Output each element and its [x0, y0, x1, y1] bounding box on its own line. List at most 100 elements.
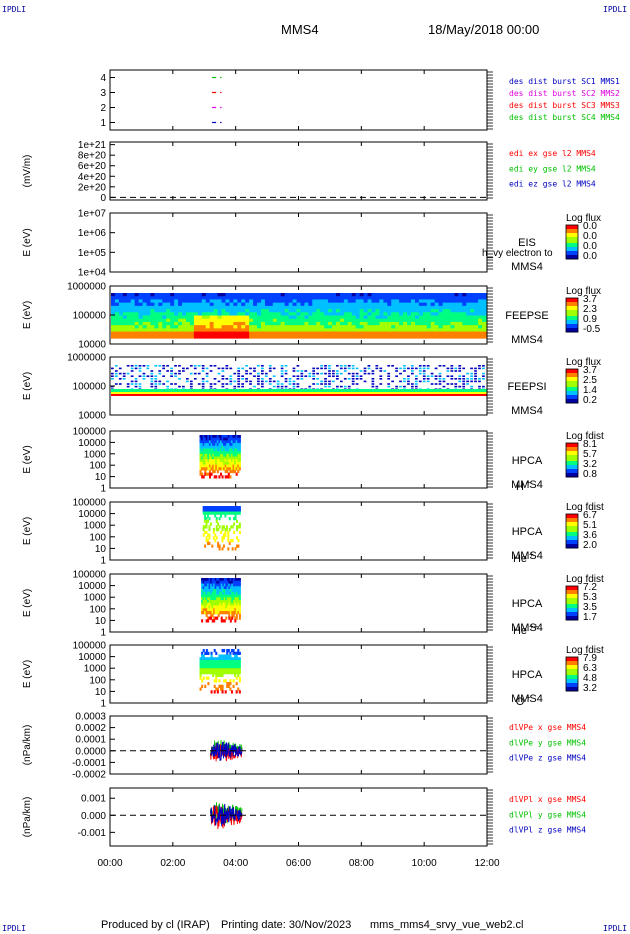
colorbar-cell-eis — [566, 229, 578, 232]
spectrogram-cell-feepsi — [466, 372, 469, 375]
spectrogram-cell-hpca_he — [225, 506, 228, 510]
spectrogram-cell-feepse — [418, 318, 424, 323]
footer-produced-by: Produced by cl (IRAP) — [101, 919, 210, 931]
spectrogram-cell-hpca_hepp — [201, 578, 204, 582]
spectrogram-cell-hpca_h — [218, 467, 221, 471]
spectrogram-cell-hpca_o — [204, 657, 207, 661]
spectrogram-cell-hpca_h — [205, 453, 208, 457]
instrument-spacecraft-hpca_hepp: MMS4 — [511, 622, 543, 634]
spectrogram-cell-feepse — [422, 293, 428, 297]
spectrogram-cell-feepsi — [438, 380, 442, 383]
spectrogram-cell-feepsi — [446, 392, 452, 394]
spectrogram-cell-hpca_hepp — [208, 578, 211, 582]
spectrogram-cell-feepsi — [450, 394, 456, 396]
spectrogram-cell-feepsi — [178, 372, 181, 375]
spectrogram-cell-feepsi — [300, 370, 304, 372]
spectrogram-cell-feepse — [482, 318, 487, 323]
spectrogram-cell-feepse — [367, 334, 373, 339]
spectrogram-cell-hpca_hepp — [235, 578, 238, 582]
spectrogram-cell-feepse — [411, 312, 416, 317]
spectrogram-cell-feepse — [272, 328, 278, 333]
spectrogram-cell-feepsi — [450, 367, 454, 370]
corner-tag-top-right: IPDLI — [603, 5, 628, 14]
spectrogram-cell-feepsi — [300, 389, 306, 392]
spectrogram-cell-feepse — [182, 312, 187, 317]
spectrogram-cell-feepse — [414, 293, 420, 297]
spectrogram-cell-feepse — [253, 312, 258, 317]
spectrogram-cell-hpca_h — [199, 445, 202, 449]
spectrogram-cell-hpca_o — [218, 657, 221, 661]
spectrogram-cell-feepse — [292, 318, 298, 323]
spectrogram-cell-hpca_h — [205, 451, 208, 455]
spectrogram-cell-feepsi — [257, 378, 260, 380]
spectrogram-cell-feepse — [118, 328, 124, 333]
spectrogram-cell-hpca_h — [227, 448, 230, 452]
spectrogram-cell-hpca_o — [219, 654, 223, 658]
colorbar-cell-feepsi — [566, 393, 578, 396]
spectrogram-cell-feepse — [253, 321, 258, 326]
spectrogram-cell-feepse — [328, 293, 333, 297]
spectrogram-cell-hpca_hepp — [202, 594, 205, 598]
spectrogram-cell-hpca_hepp — [202, 580, 205, 584]
spectrogram-cell-feepse — [399, 318, 404, 323]
spectrogram-cell-feepse — [201, 328, 207, 333]
spectrogram-cell-feepse — [320, 309, 325, 313]
spectrogram-cell-hpca_hepp — [235, 611, 238, 615]
spectrogram-cell-hpca_hepp — [214, 580, 217, 584]
spectrogram-cell-feepsi — [379, 394, 384, 396]
spectrogram-cell-feepsi — [343, 389, 349, 392]
y-tick-label-burst: 4 — [100, 73, 106, 84]
spectrogram-cell-feepse — [482, 334, 487, 339]
spectrogram-cell-hpca_hepp — [231, 616, 234, 620]
spectrogram-cell-feepse — [434, 315, 440, 320]
spectrogram-cell-feepsi — [162, 367, 166, 370]
spectrogram-cell-feepsi — [261, 378, 264, 380]
spectrogram-cell-feepse — [363, 315, 369, 320]
spectrogram-cell-hpca_hepp — [234, 611, 237, 615]
spectrogram-cell-hpca_o — [201, 671, 204, 675]
spectrogram-cell-hpca_h — [215, 456, 218, 460]
spectrogram-cell-feepsi — [233, 385, 237, 388]
spectrogram-cell-feepsi — [399, 389, 404, 392]
spectrogram-cell-hpca_h — [204, 469, 207, 474]
spectrogram-cell-hpca_hepp — [207, 602, 210, 606]
spectrogram-cell-hpca_h — [201, 435, 204, 439]
spectrogram-cell-hpca_h — [202, 448, 205, 452]
spectrogram-cell-feepse — [391, 305, 396, 310]
spectrogram-cell-feepsi — [482, 367, 485, 370]
spectrogram-cell-feepsi — [320, 392, 325, 394]
spectrogram-cell-feepse — [304, 302, 309, 307]
spectrogram-cell-hpca_h — [201, 445, 204, 449]
spectrogram-cell-feepse — [414, 318, 420, 323]
spectrogram-cell-feepsi — [284, 370, 288, 372]
spectrogram-cell-feepse — [332, 325, 337, 329]
spectrogram-cell-hpca_o — [201, 668, 204, 672]
spectrogram-cell-hpca_hepp — [208, 591, 211, 595]
spectrogram-cell-feepsi — [178, 365, 181, 367]
spectrogram-cell-feepse — [162, 305, 167, 310]
colorbar-cell-hpca_hepp — [566, 604, 578, 607]
spectrogram-cell-hpca_hepp — [238, 602, 241, 606]
spectrogram-cell-hpca_h — [226, 443, 229, 447]
spectrogram-cell-feepsi — [225, 392, 231, 394]
spectrogram-cell-hpca_hepp — [237, 597, 240, 601]
spectrogram-cell-feepse — [411, 331, 416, 336]
spectrogram-cell-feepse — [276, 318, 282, 323]
spectrogram-cell-feepsi — [296, 394, 302, 396]
spectrogram-cell-feepse — [126, 315, 132, 320]
spectrogram-cell-feepsi — [351, 375, 355, 377]
spectrogram-cell-hpca_hepp — [207, 619, 210, 623]
spectrogram-cell-feepse — [134, 302, 140, 307]
spectrogram-cell-feepsi — [482, 372, 485, 375]
spectrogram-cell-hpca_hepp — [238, 586, 241, 590]
spectrogram-cell-feepse — [430, 321, 436, 326]
spectrogram-cell-hpca_he — [204, 508, 207, 512]
spectrogram-cell-feepse — [201, 302, 207, 307]
spectrogram-cell-feepse — [170, 328, 175, 333]
spectrogram-cell-feepse — [411, 305, 416, 310]
x-tick-label: 06:00 — [286, 858, 311, 869]
spectrogram-cell-feepse — [387, 299, 392, 304]
spectrogram-cell-feepse — [126, 305, 132, 310]
spectrogram-cell-feepse — [146, 318, 152, 323]
